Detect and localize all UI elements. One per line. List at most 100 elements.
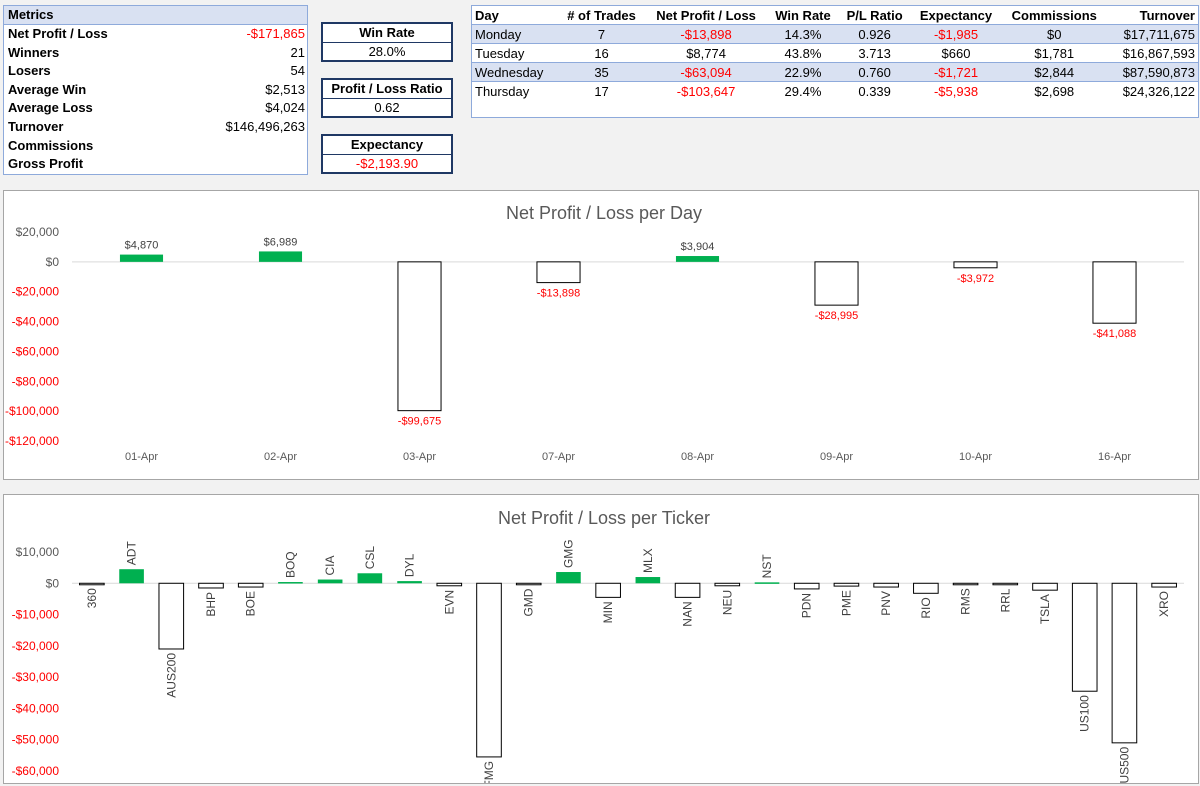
expectancy-title: Expectancy: [323, 136, 451, 155]
x-tick-label: 01-Apr: [125, 451, 158, 463]
data-label: -$99,675: [398, 416, 441, 428]
y-tick-label: -$50,000: [12, 733, 60, 747]
metrics-row: Commissions: [4, 137, 307, 156]
metrics-row-label: Commissions: [8, 137, 94, 153]
metrics-row-value: 21: [290, 44, 305, 60]
bar: [397, 581, 422, 584]
metrics-table: Metrics Net Profit / Loss -$171,865 Winner…: [3, 5, 308, 175]
bar: [754, 582, 780, 584]
bar: [953, 261, 998, 269]
metrics-row-label: Winners: [8, 44, 60, 60]
day-table-cell: -$5,938: [910, 81, 1002, 100]
day-table-cell: $2,844: [1001, 62, 1108, 82]
x-tick-label: 16-Apr: [1098, 451, 1131, 463]
x-tick-label: ADT: [125, 541, 139, 566]
win-rate-value: 28.0%: [368, 44, 406, 59]
day-table-cell: 16: [558, 43, 645, 63]
metrics-row-value: $4,024: [265, 100, 305, 116]
metrics-row: Turnover $146,496,263: [4, 118, 307, 137]
expectancy-value: -$2,193.90: [355, 156, 419, 171]
y-tick-label: -$10,000: [12, 608, 60, 622]
day-table-header-cell: # of Trades: [567, 7, 636, 23]
x-tick-label: US100: [1078, 695, 1092, 732]
metrics-row-label: Average Loss: [8, 100, 93, 116]
bar: [952, 582, 979, 586]
bar: [317, 579, 343, 584]
bar: [536, 261, 581, 284]
day-table-cell: 0.926: [838, 24, 911, 44]
bar: [476, 582, 502, 758]
day-table-cell: $8,774: [644, 43, 768, 63]
bar: [913, 582, 939, 594]
metrics-row-label: Turnover: [8, 118, 64, 134]
x-tick-label: 02-Apr: [264, 451, 297, 463]
day-table-cell: -$13,898: [644, 24, 768, 44]
day-table-cell: 0.760: [838, 62, 911, 82]
x-tick-label: 09-Apr: [820, 451, 853, 463]
x-tick-label: 360: [85, 588, 99, 608]
metrics-row: Losers 54: [4, 62, 307, 81]
x-tick-label: EVN: [442, 590, 456, 615]
day-table-cell: 3.713: [838, 43, 911, 63]
x-tick-label: XRO: [1157, 591, 1171, 617]
x-tick-label: BHP: [204, 592, 218, 617]
bar: [158, 582, 185, 650]
x-tick-label: GMG: [561, 539, 575, 568]
bar: [992, 582, 1019, 586]
day-table-header-cell: Commissions: [1011, 7, 1097, 23]
day-table-cell: $24,326,122: [1107, 81, 1198, 100]
data-label: -$28,995: [815, 310, 858, 322]
expectancy-box: Expectancy -$2,193.90: [321, 134, 453, 174]
x-tick-label: RIO: [919, 597, 933, 618]
x-tick-label: CIA: [323, 556, 337, 576]
chart-title: Net Profit / Loss per Ticker: [498, 508, 710, 528]
data-label: -$41,088: [1093, 328, 1136, 340]
net-pl-per-day-chart: Net Profit / Loss per Day $20,000 $0 -$20,0…: [3, 190, 1199, 480]
day-table-cell: -$63,094: [644, 62, 768, 82]
day-table-cell: -$1,985: [910, 24, 1002, 44]
bar: [793, 582, 820, 590]
bar: [873, 582, 899, 588]
day-table-cell: 7: [558, 24, 645, 44]
bar: [674, 582, 701, 598]
pl-ratio-value: 0.62: [374, 100, 400, 115]
y-tick-label: $20,000: [16, 225, 60, 239]
pl-ratio-box: Profit / Loss Ratio 0.62: [321, 78, 453, 118]
day-table-cell: 29.4%: [767, 81, 839, 100]
y-tick-label: -$120,000: [5, 434, 59, 448]
metrics-row: Average Win $2,513: [4, 81, 307, 100]
day-summary-table: Day # of Trades Net Profit / Loss Win Rate P…: [471, 5, 1199, 118]
y-tick-label: $0: [46, 255, 60, 269]
day-table-cell: $87,590,873: [1107, 62, 1198, 82]
x-tick-label: NAN: [681, 601, 695, 626]
metrics-row-value: $2,513: [265, 81, 305, 97]
x-tick-label: RRL: [998, 588, 1012, 612]
x-tick-label: 08-Apr: [681, 451, 714, 463]
x-tick-label: NST: [760, 554, 774, 579]
metrics-row-label: Losers: [8, 63, 51, 79]
day-table-row: Wednesday 35 -$63,094 22.9% 0.760 -$1,721 $2,8…: [472, 62, 1198, 82]
day-table-row: Thursday 17 -$103,647 29.4% 0.339 -$5,938 $2,6…: [472, 81, 1198, 100]
bar: [357, 573, 383, 584]
bar: [714, 582, 741, 587]
day-table-cell: $660: [910, 43, 1002, 63]
bar: [237, 582, 264, 588]
day-table-cell: $1,781: [1001, 43, 1108, 63]
day-table-cell: -$1,721: [910, 62, 1002, 82]
day-table-cell: -$103,647: [644, 81, 768, 100]
x-tick-label: 03-Apr: [403, 451, 436, 463]
x-tick-label: MIN: [601, 601, 615, 623]
x-tick-label: TSLA: [1038, 594, 1052, 624]
metrics-header: Metrics: [4, 6, 307, 25]
day-table-cell: Thursday: [472, 81, 559, 100]
y-tick-label: -$40,000: [12, 315, 60, 329]
day-table-header-cell: Net Profit / Loss: [656, 7, 756, 23]
metrics-row: Winners 21: [4, 44, 307, 63]
y-tick-label: -$20,000: [12, 639, 60, 653]
metrics-row-value: [185, 155, 307, 174]
x-tick-label: PDN: [800, 593, 814, 618]
metrics-row-value: [185, 137, 307, 156]
chart-title: Net Profit / Loss per Day: [506, 203, 702, 223]
x-tick-label: DYL: [403, 553, 417, 577]
win-rate-title: Win Rate: [323, 24, 451, 43]
